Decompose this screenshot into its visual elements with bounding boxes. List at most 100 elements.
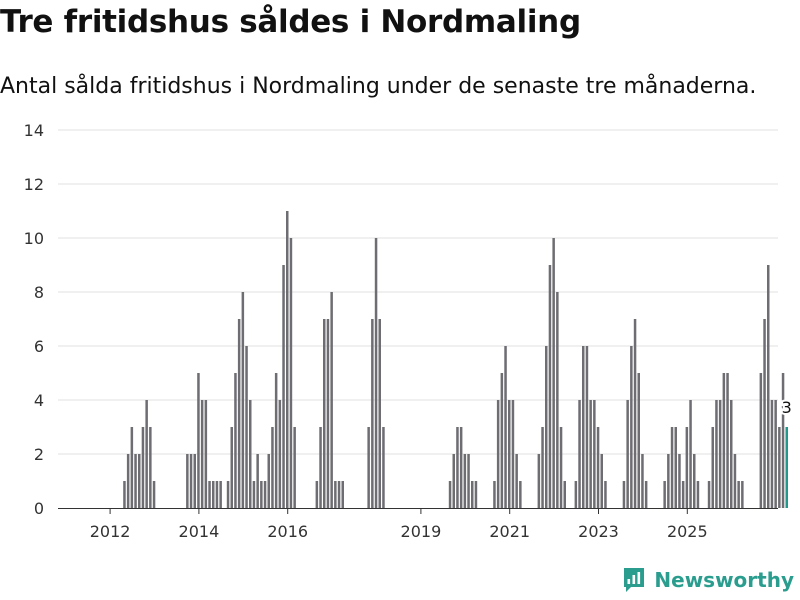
bar — [711, 427, 714, 508]
bar — [237, 319, 241, 508]
bar — [696, 481, 700, 508]
bar — [778, 427, 781, 508]
bar — [496, 400, 500, 508]
bar — [274, 373, 278, 508]
bar — [193, 454, 196, 508]
bar — [578, 400, 581, 508]
bar — [471, 481, 474, 508]
bar — [337, 481, 341, 508]
bar — [448, 481, 452, 508]
bar — [263, 481, 267, 508]
bar — [626, 400, 629, 508]
bar — [637, 373, 640, 508]
bar — [600, 454, 603, 508]
y-tick-label: 2 — [34, 445, 44, 464]
bar — [204, 400, 208, 508]
bar — [763, 319, 766, 508]
bar — [186, 454, 189, 508]
bar — [541, 427, 544, 508]
bar — [741, 481, 744, 508]
bar — [382, 427, 385, 508]
brand-name: Newsworthy — [654, 568, 794, 592]
y-tick-label: 4 — [34, 391, 44, 410]
bar — [681, 481, 685, 508]
x-tick-label: 2019 — [401, 522, 442, 541]
bar — [371, 319, 374, 508]
bar — [670, 427, 674, 508]
bar — [548, 265, 552, 508]
bar — [781, 373, 785, 508]
bar — [511, 400, 515, 508]
x-tick-label: 2021 — [489, 522, 530, 541]
bar — [556, 292, 559, 508]
bar — [515, 454, 518, 508]
bar — [633, 319, 637, 508]
bar — [130, 427, 134, 508]
latest-value-label: 3 — [782, 398, 792, 417]
bar — [126, 454, 130, 508]
bar — [208, 481, 211, 508]
bar — [504, 346, 507, 508]
bar — [123, 481, 126, 508]
bar — [267, 454, 270, 508]
y-tick-label: 8 — [34, 283, 44, 302]
bar-latest — [785, 427, 788, 508]
x-tick-label: 2016 — [267, 522, 308, 541]
x-tick-label: 2014 — [179, 522, 220, 541]
y-tick-label: 12 — [24, 175, 44, 194]
bar — [563, 481, 566, 508]
bar — [134, 454, 137, 508]
bar — [689, 400, 692, 508]
bar — [733, 454, 737, 508]
bar — [278, 400, 282, 508]
bar — [341, 481, 344, 508]
bar — [145, 400, 148, 508]
bar — [249, 400, 252, 508]
bar — [726, 373, 729, 508]
bar — [693, 454, 696, 508]
bar — [452, 454, 455, 508]
y-tick-label: 10 — [24, 229, 44, 248]
bar — [630, 346, 633, 508]
bar — [493, 481, 496, 508]
bar — [722, 373, 726, 508]
bar — [737, 481, 740, 508]
bar — [596, 427, 600, 508]
bar — [545, 346, 548, 508]
bar — [641, 454, 644, 508]
x-tick-label: 2025 — [667, 522, 708, 541]
bar — [759, 373, 763, 508]
bar — [667, 454, 670, 508]
x-tick-label: 2012 — [90, 522, 131, 541]
bar — [189, 454, 193, 508]
bar — [585, 346, 589, 508]
bar — [241, 292, 245, 508]
bar — [256, 454, 259, 508]
bar — [730, 400, 733, 508]
newsworthy-logo-icon — [624, 568, 645, 592]
bar — [293, 427, 296, 508]
bar — [574, 481, 578, 508]
bar — [774, 400, 777, 508]
bar — [252, 481, 256, 508]
bar — [582, 346, 585, 508]
bar — [519, 481, 522, 508]
bar — [474, 481, 478, 508]
bar — [508, 400, 511, 508]
bar — [718, 400, 722, 508]
bar — [152, 481, 156, 508]
bar — [367, 427, 370, 508]
bar — [271, 427, 274, 508]
bar — [319, 427, 322, 508]
bar — [219, 481, 222, 508]
bar — [282, 265, 285, 508]
bar — [326, 319, 330, 508]
bar — [663, 481, 666, 508]
y-tick-label: 0 — [34, 499, 44, 518]
bar — [230, 427, 233, 508]
bar — [215, 481, 219, 508]
bar — [315, 481, 319, 508]
bar — [622, 481, 626, 508]
bar — [378, 319, 381, 508]
bar — [459, 427, 463, 508]
